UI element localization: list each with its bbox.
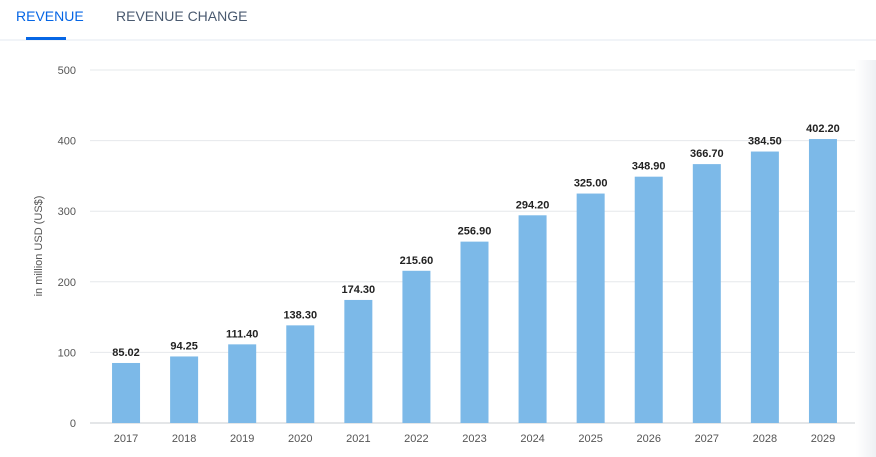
active-tab-indicator <box>26 37 66 40</box>
bar <box>808 139 837 423</box>
data-label: 294.20 <box>516 199 550 211</box>
x-tick-label: 2027 <box>695 433 719 445</box>
y-tick-label: 500 <box>58 65 76 77</box>
data-label: 325.00 <box>574 178 608 190</box>
data-label: 94.25 <box>170 340 198 352</box>
bar <box>228 344 257 423</box>
bar <box>634 176 663 423</box>
y-tick-label: 0 <box>70 418 76 430</box>
x-tick-label: 2017 <box>114 433 138 445</box>
data-label: 174.30 <box>342 284 376 296</box>
y-tick-label: 400 <box>58 136 76 148</box>
data-label: 402.20 <box>806 123 840 135</box>
y-tick-label: 300 <box>58 206 76 218</box>
bar <box>750 151 779 423</box>
tab-bar: REVENUE REVENUE CHANGE <box>0 0 876 41</box>
y-tick-label: 200 <box>58 277 76 289</box>
data-label: 366.70 <box>690 148 724 160</box>
data-label: 111.40 <box>226 328 258 340</box>
bar <box>344 299 373 423</box>
bar <box>112 362 141 423</box>
x-tick-label: 2024 <box>520 433 544 445</box>
bar <box>402 270 431 423</box>
y-axis-label: in million USD (US$) <box>33 196 45 297</box>
tab-revenue-change[interactable]: REVENUE CHANGE <box>116 8 248 24</box>
x-tick-label: 2022 <box>404 433 428 445</box>
data-label: 256.90 <box>458 226 492 238</box>
bar <box>170 356 199 423</box>
x-tick-label: 2026 <box>636 433 660 445</box>
data-label: 348.90 <box>632 161 666 173</box>
scroll-shadow <box>856 60 876 457</box>
x-tick-label: 2028 <box>753 433 777 445</box>
bar <box>576 193 605 423</box>
data-label: 138.30 <box>283 309 317 321</box>
bar <box>286 325 315 423</box>
x-tick-label: 2021 <box>346 433 370 445</box>
data-label: 215.60 <box>400 255 434 267</box>
tab-revenue[interactable]: REVENUE <box>16 8 84 24</box>
x-tick-label: 2020 <box>288 433 312 445</box>
bar <box>460 241 489 423</box>
y-tick-label: 100 <box>58 347 76 359</box>
bar <box>518 215 547 423</box>
x-tick-label: 2029 <box>811 433 835 445</box>
data-label: 85.02 <box>112 347 140 359</box>
x-tick-label: 2025 <box>578 433 602 445</box>
x-tick-label: 2019 <box>230 433 254 445</box>
data-label: 384.50 <box>748 136 782 148</box>
x-tick-label: 2018 <box>172 433 196 445</box>
bar <box>692 164 721 423</box>
x-tick-label: 2023 <box>462 433 486 445</box>
